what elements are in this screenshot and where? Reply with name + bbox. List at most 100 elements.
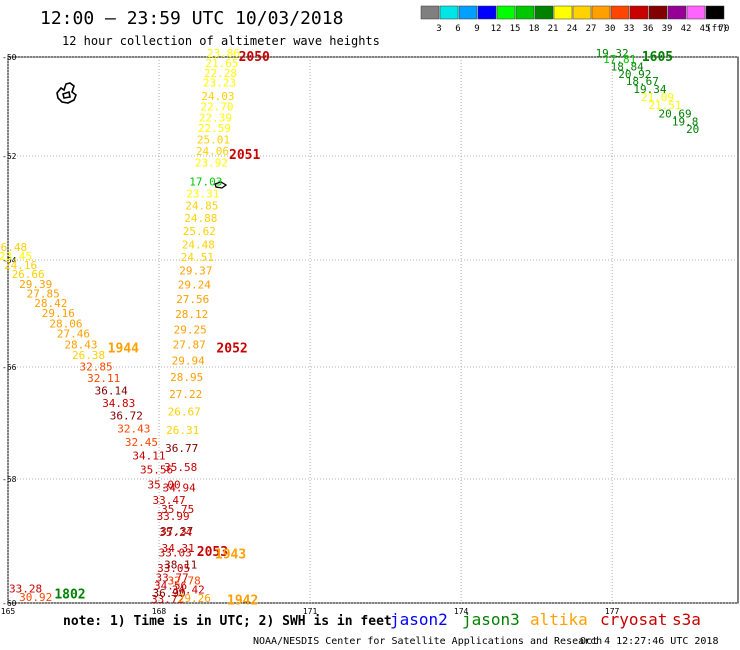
footer-timestamp: Oct 4 12:27:46 UTC 2018 [580, 636, 718, 647]
swh-value: 35.56 [140, 463, 173, 476]
swh-value: 23.92 [195, 156, 228, 169]
islet-outline [214, 181, 228, 189]
y-tick-label: -54 [2, 256, 17, 265]
colorbar-label: 33 [624, 24, 635, 34]
swh-value: 21.09 [641, 91, 674, 104]
colorbar-unit: (ft) [706, 24, 728, 34]
swh-value: 26.48 [0, 241, 27, 254]
swh-value: 32.78 [168, 574, 201, 587]
pass-time-label: 2050 [239, 50, 270, 65]
colorbar-swatch [496, 5, 516, 20]
colorbar-swatch [458, 5, 478, 20]
swh-value: 35.24 [159, 526, 192, 539]
swh-value: 27.46 [57, 328, 90, 341]
swh-value: 18.84 [611, 60, 644, 73]
swh-value: 19.32 [596, 47, 629, 60]
pass-time-label: 1802 [54, 587, 85, 602]
pass-time-label: 2051 [229, 148, 260, 163]
colorbar-label: 21 [548, 24, 559, 34]
swh-value: 26.67 [168, 406, 201, 419]
colorbar-swatch [591, 5, 611, 20]
swh-value: 23.86 [207, 47, 240, 60]
colorbar-swatch [439, 5, 459, 20]
swh-value: 24.03 [201, 90, 234, 103]
satellite-legend: jason2 jason3 altika cryosat s3a [390, 610, 701, 629]
colorbar-label: 70 [719, 24, 730, 34]
colorbar-label: 42 [681, 24, 692, 34]
swh-value: 29.94 [172, 354, 205, 367]
swh-value: 19.34 [633, 83, 666, 96]
swh-value: 36.14 [95, 384, 128, 397]
swh-value: 33.05 [157, 562, 190, 575]
swh-value: 28.43 [64, 338, 97, 351]
x-tick-label: 168 [152, 607, 167, 616]
colorbar-label: 45 [700, 24, 711, 34]
swh-value: 19.8 [672, 115, 699, 128]
pass-time-label: 1944 [108, 341, 139, 356]
swh-value: 21.65 [205, 57, 238, 70]
swh-value: 29.16 [42, 307, 75, 320]
colorbar-swatch [610, 5, 630, 20]
colorbar-label: 39 [662, 24, 673, 34]
swh-value: 34.56 [154, 579, 187, 592]
swh-value: 24.16 [4, 259, 37, 272]
swh-value: 24.85 [185, 200, 218, 213]
swh-value: 37.37 [160, 525, 193, 538]
pass-time-label: 2052 [216, 341, 247, 356]
swh-values: 23.8621.6522.2823.2324.0322.7022.3922.59… [0, 47, 699, 606]
swh-value: 36.90 [153, 587, 186, 600]
swh-value: 18.67 [626, 75, 659, 88]
swh-value: 35.58 [164, 461, 197, 474]
satellite-s3a: s3a [672, 610, 701, 629]
swh-value: 24.88 [184, 212, 217, 225]
swh-value: 17.81 [603, 53, 636, 66]
y-tick-label: -50 [2, 53, 17, 62]
swh-value: 23.45 [0, 250, 32, 263]
swh-value: 28.12 [175, 308, 208, 321]
colorbar-label: 6 [455, 24, 460, 34]
swh-value: 34.83 [102, 397, 135, 410]
swh-value: 26.66 [12, 268, 45, 281]
swh-value: 27.85 [27, 287, 60, 300]
colorbar-swatch [477, 5, 497, 20]
swh-value: 20 [686, 123, 699, 136]
colorbar-label: 36 [643, 24, 654, 34]
swh-value: 21.51 [648, 99, 681, 112]
swh-value: 34.42 [172, 584, 205, 597]
swh-value: 32.45 [125, 436, 158, 449]
satellite-jason2: jason2 [390, 610, 448, 629]
pass-time-labels: 2050 2051 2052 2053 1944 1943 1942 1802 1605 [54, 50, 673, 609]
swh-value: 27.56 [176, 293, 209, 306]
colorbar-swatch [667, 5, 687, 20]
swh-value: 33.77 [156, 571, 189, 584]
swh-value: 33.03 [159, 547, 192, 560]
swh-value: 28.42 [34, 297, 67, 310]
swh-value: 23.23 [203, 77, 236, 90]
satellite-altika: altika [530, 610, 588, 629]
swh-value: 35.00 [148, 478, 181, 491]
swh-value: 27.87 [173, 338, 206, 351]
pass-time-label: 1942 [227, 594, 258, 609]
colorbar-label: 24 [567, 24, 578, 34]
swh-value: 24.48 [182, 239, 215, 252]
colorbar-swatch [420, 5, 440, 20]
swh-value: 35.75 [161, 503, 194, 516]
swh-value: 30.92 [19, 591, 52, 604]
swh-value: 25.62 [183, 225, 216, 238]
swh-value: 22.28 [204, 67, 237, 80]
colorbar-swatch [515, 5, 535, 20]
pass-time-label: 1605 [642, 50, 673, 65]
color-legend: 3 6 9 12 15 18 21 24 27 30 33 36 39 42 45 70(ft) [420, 5, 730, 34]
swh-value: 22.59 [198, 122, 231, 135]
swh-value: 22.39 [199, 111, 232, 124]
swh-value: 29.37 [179, 264, 212, 277]
swh-value: 32.11 [87, 372, 120, 385]
axis-tick-labels: 165 168 171 174 177 -50 -52 -54 -56 -58 -60 [1, 53, 620, 616]
swh-value: 33.72 [151, 593, 184, 606]
satellite-jason3: jason3 [462, 610, 520, 629]
swh-value: 28.95 [170, 371, 203, 384]
swh-value: 38.11 [164, 558, 197, 571]
swh-value: 22.70 [200, 100, 233, 113]
swh-value: 26.31 [166, 424, 199, 437]
y-tick-label: -58 [2, 475, 17, 484]
